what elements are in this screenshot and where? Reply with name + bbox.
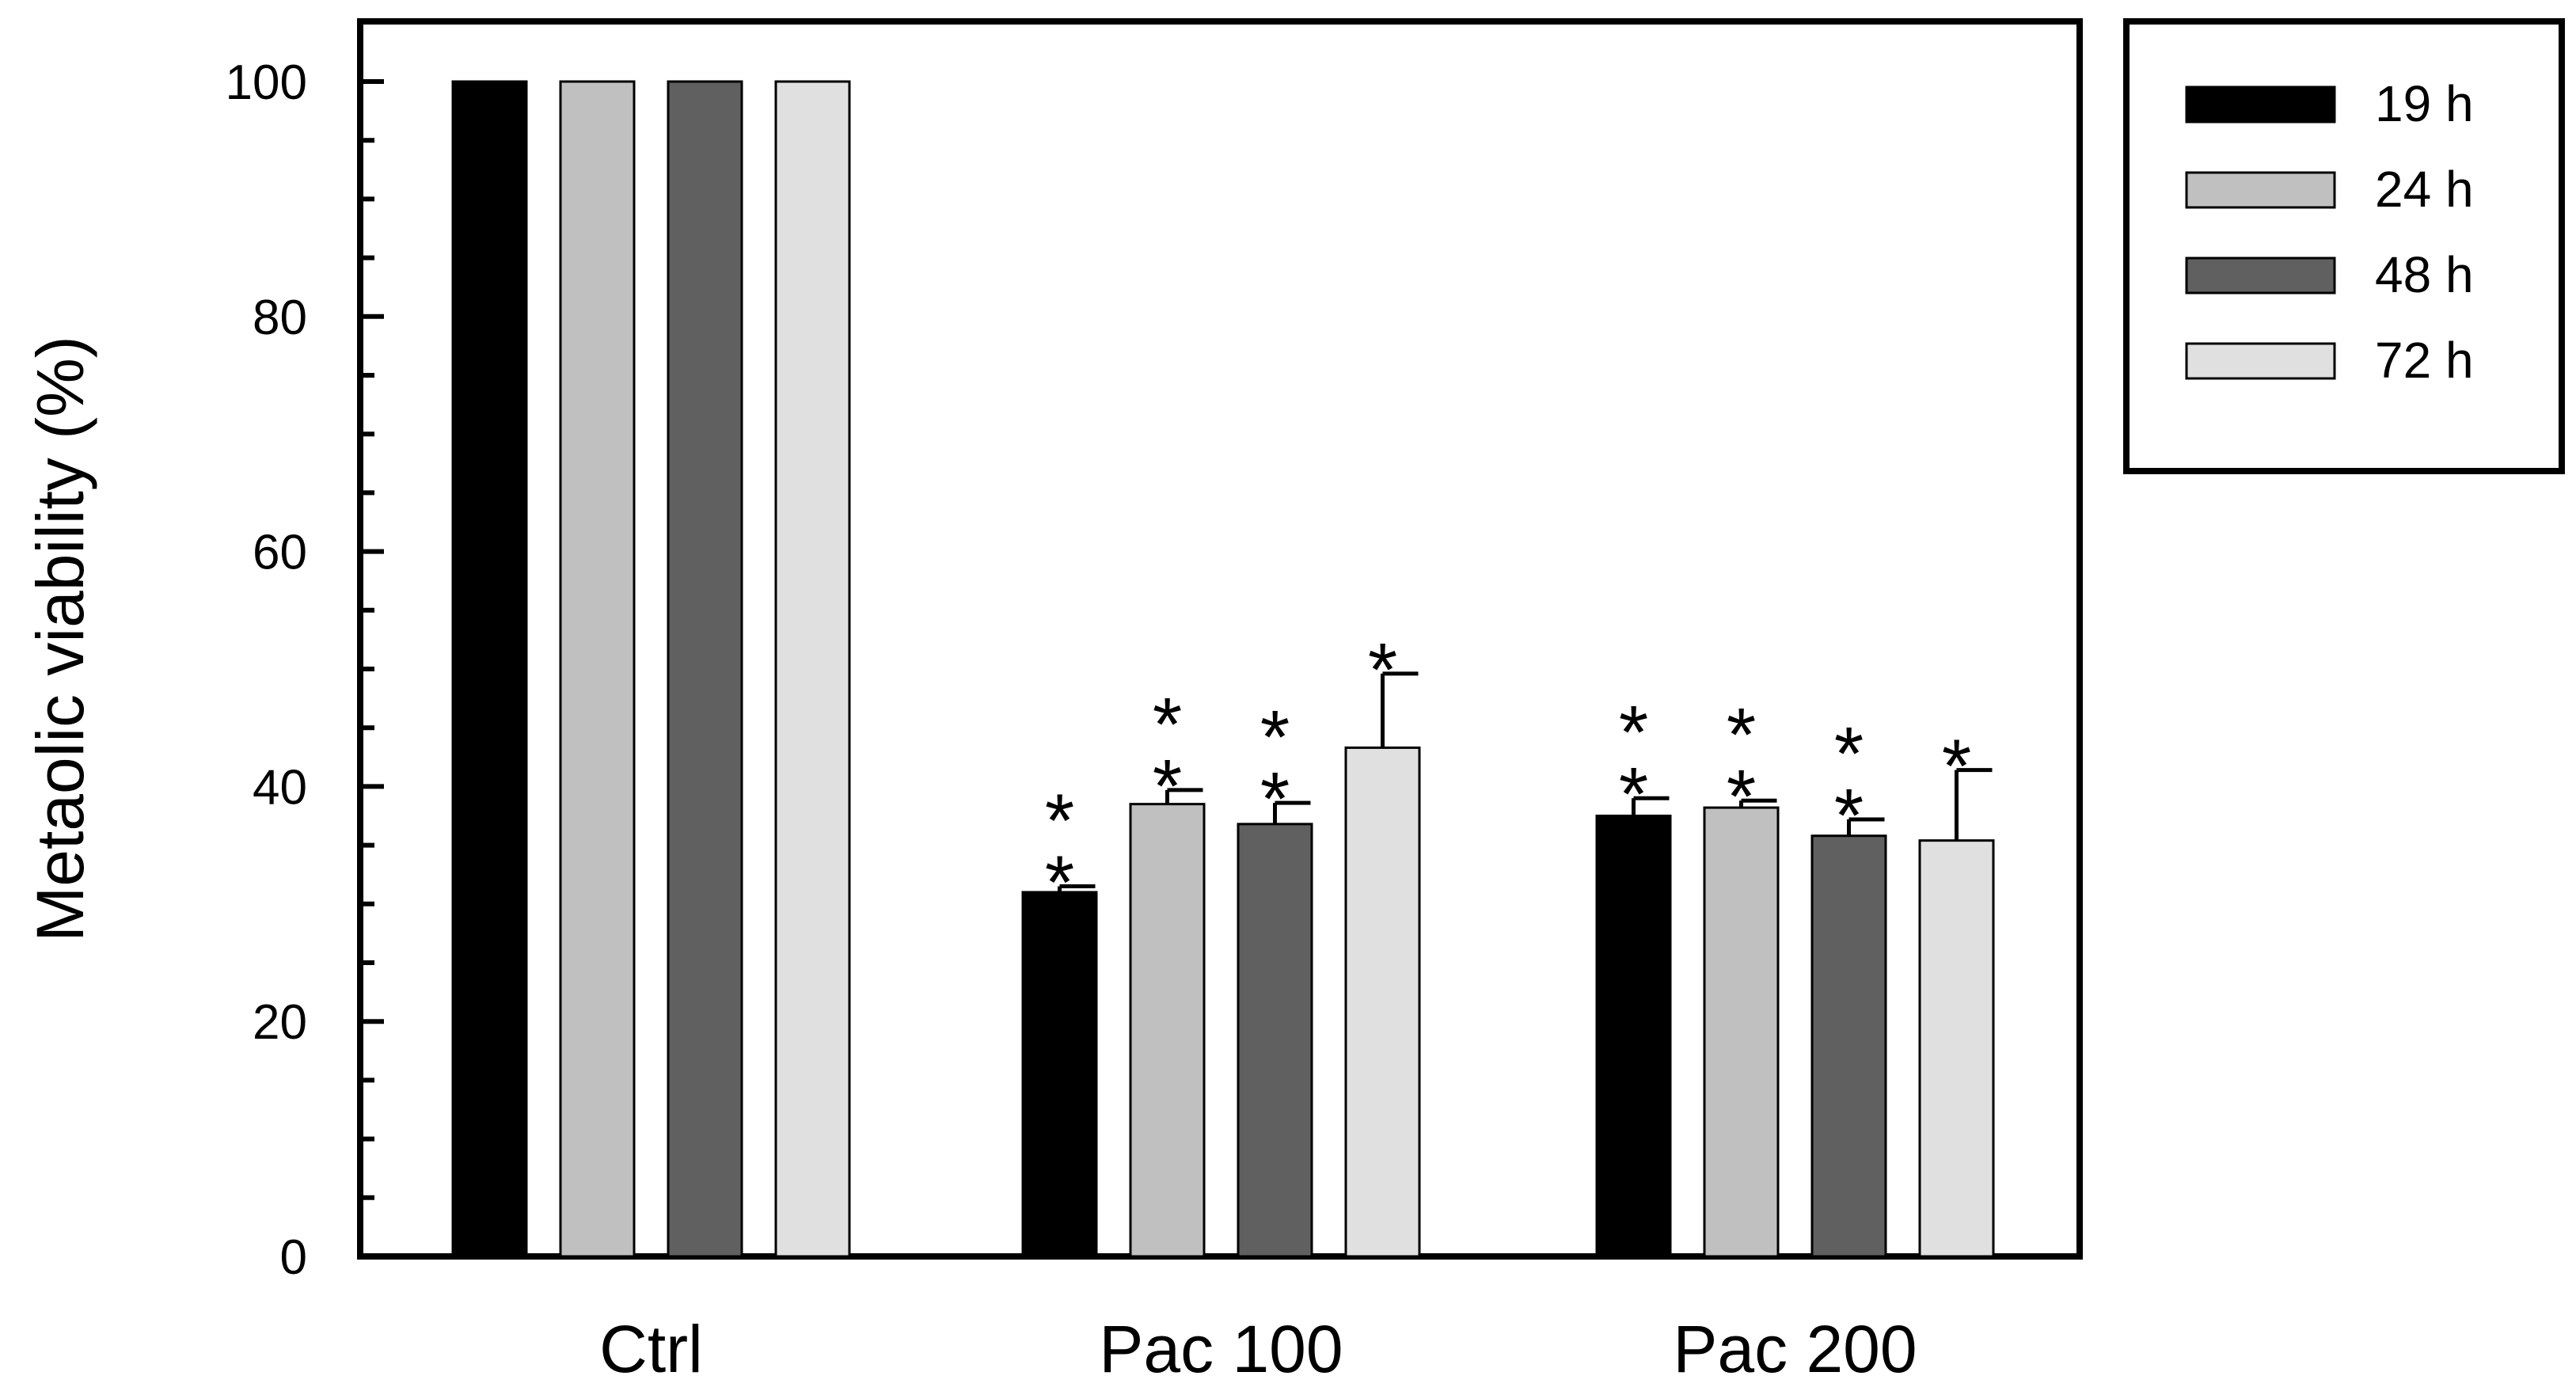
y-tick-label: 0 xyxy=(280,1230,307,1285)
significance-marker: * xyxy=(1153,744,1182,829)
bar xyxy=(1021,891,1098,1258)
bar xyxy=(1129,803,1206,1258)
bar xyxy=(1918,839,1995,1258)
y-tick-label: 40 xyxy=(253,760,307,815)
legend-swatch xyxy=(2185,342,2336,380)
significance-marker: * xyxy=(1045,841,1074,925)
y-tick-label: 100 xyxy=(226,55,307,110)
significance-marker: * xyxy=(1834,712,1864,796)
bar xyxy=(667,80,743,1258)
legend-label: 72 h xyxy=(2375,332,2474,389)
bar xyxy=(451,80,528,1258)
significance-marker: * xyxy=(1368,628,1397,713)
bar xyxy=(1237,823,1313,1258)
significance-marker: * xyxy=(1619,690,1648,775)
y-tick-label: 20 xyxy=(253,995,307,1050)
bar xyxy=(774,80,851,1258)
plot-frame xyxy=(357,18,2083,1260)
legend-swatch xyxy=(2185,86,2336,124)
legend-swatch xyxy=(2185,257,2336,295)
significance-marker: * xyxy=(1260,757,1290,842)
significance-marker: * xyxy=(1619,752,1648,837)
significance-marker: * xyxy=(1153,682,1182,767)
significance-marker: * xyxy=(1727,693,1756,777)
bar xyxy=(1344,746,1421,1258)
bar xyxy=(559,80,636,1258)
x-axis: Ctrl Pac 100 Pac 200 xyxy=(599,1312,1917,1386)
legend-label: 24 h xyxy=(2375,161,2474,218)
y-tick-label: 80 xyxy=(253,291,307,345)
bar xyxy=(1810,834,1887,1258)
y-axis: 0 20 40 60 80 100 xyxy=(226,55,384,1285)
significance-marker: * xyxy=(1942,724,1971,809)
y-axis-label: Metaolic viability (%) xyxy=(23,336,97,942)
significance-marker: * xyxy=(1727,754,1756,839)
significance-marker: * xyxy=(1260,695,1290,780)
legend: 19 h 24 h 48 h 72 h xyxy=(2123,18,2565,474)
x-category-label: Pac 200 xyxy=(1673,1312,1917,1386)
significance-marker: * xyxy=(1834,773,1864,858)
x-category-label: Ctrl xyxy=(599,1312,703,1386)
significance-marker: * xyxy=(1045,779,1074,864)
legend-label: 19 h xyxy=(2375,75,2474,132)
bars-group: ** *********** * xyxy=(451,80,1995,1258)
legend-label: 48 h xyxy=(2375,246,2474,303)
bar xyxy=(1703,806,1780,1258)
x-category-label: Pac 100 xyxy=(1099,1312,1343,1386)
bar xyxy=(1595,815,1672,1258)
legend-swatch xyxy=(2185,171,2336,209)
y-tick-label: 60 xyxy=(253,526,307,580)
